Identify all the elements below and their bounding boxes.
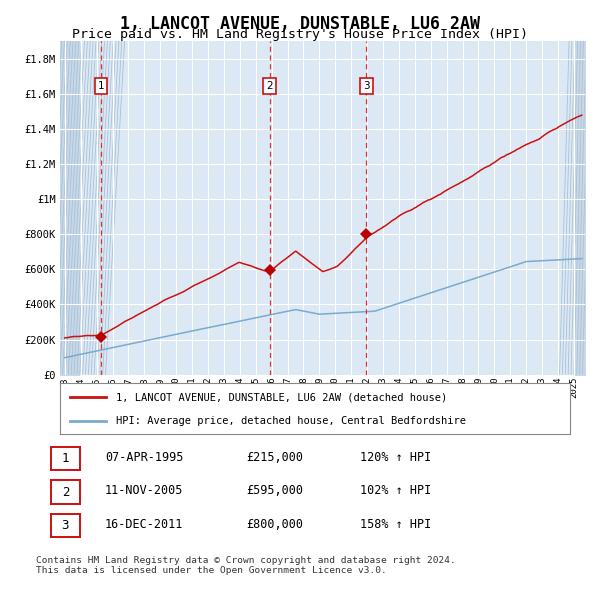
Text: 3: 3 (363, 81, 370, 91)
Text: Price paid vs. HM Land Registry's House Price Index (HPI): Price paid vs. HM Land Registry's House … (72, 28, 528, 41)
Text: Contains HM Land Registry data © Crown copyright and database right 2024.
This d: Contains HM Land Registry data © Crown c… (36, 556, 456, 575)
Text: 2: 2 (62, 486, 69, 499)
Text: 158% ↑ HPI: 158% ↑ HPI (360, 518, 431, 531)
Text: 2: 2 (266, 81, 273, 91)
Text: HPI: Average price, detached house, Central Bedfordshire: HPI: Average price, detached house, Cent… (116, 416, 466, 426)
Text: 102% ↑ HPI: 102% ↑ HPI (360, 484, 431, 497)
Text: £215,000: £215,000 (246, 451, 303, 464)
Text: 1: 1 (98, 81, 104, 91)
Text: 120% ↑ HPI: 120% ↑ HPI (360, 451, 431, 464)
Text: £595,000: £595,000 (246, 484, 303, 497)
Text: 16-DEC-2011: 16-DEC-2011 (105, 518, 184, 531)
Text: 3: 3 (62, 519, 69, 532)
Text: 07-APR-1995: 07-APR-1995 (105, 451, 184, 464)
Text: 11-NOV-2005: 11-NOV-2005 (105, 484, 184, 497)
Text: 1, LANCOT AVENUE, DUNSTABLE, LU6 2AW: 1, LANCOT AVENUE, DUNSTABLE, LU6 2AW (120, 15, 480, 33)
Text: 1: 1 (62, 452, 69, 465)
Text: £800,000: £800,000 (246, 518, 303, 531)
Text: 1, LANCOT AVENUE, DUNSTABLE, LU6 2AW (detached house): 1, LANCOT AVENUE, DUNSTABLE, LU6 2AW (de… (116, 392, 448, 402)
